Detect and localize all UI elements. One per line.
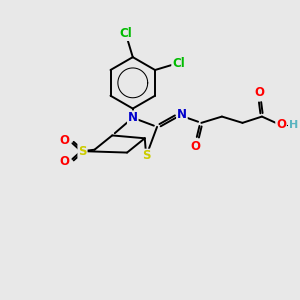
- Text: O: O: [276, 118, 286, 131]
- Text: Cl: Cl: [120, 27, 133, 40]
- Text: O: O: [255, 86, 265, 99]
- Text: S: S: [78, 145, 87, 158]
- Text: N: N: [128, 111, 138, 124]
- Text: O: O: [59, 155, 69, 169]
- Text: S: S: [142, 149, 151, 163]
- Text: N: N: [177, 108, 187, 121]
- Text: O: O: [59, 134, 69, 147]
- Text: H: H: [289, 120, 298, 130]
- Text: O: O: [190, 140, 201, 153]
- Text: Cl: Cl: [172, 57, 185, 70]
